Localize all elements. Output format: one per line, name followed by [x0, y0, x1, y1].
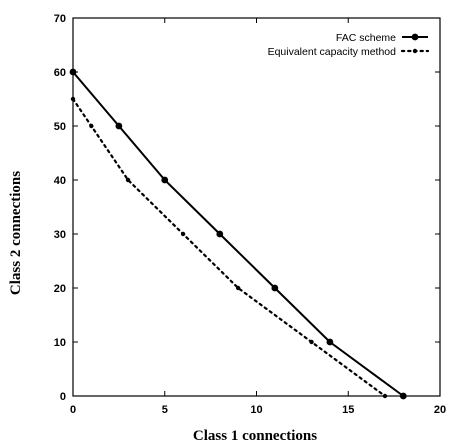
data-point — [161, 176, 169, 184]
y-tick-label: 30 — [54, 229, 66, 241]
legend-marker — [411, 33, 419, 41]
legend: FAC scheme Equivalent capacity method — [268, 32, 430, 58]
data-point — [309, 339, 314, 345]
series-line — [72, 71, 404, 397]
axis-ticks: 0 5 10 15 20 0 10 20 30 40 50 60 70 — [54, 13, 446, 416]
y-tick-label: 40 — [54, 175, 66, 187]
y-tick-label: 20 — [54, 283, 66, 295]
series-fac-scheme — [69, 68, 407, 400]
data-point — [326, 338, 334, 346]
data-point — [399, 392, 407, 400]
x-tick-label: 0 — [70, 404, 76, 416]
x-tick-label: 5 — [162, 404, 168, 416]
legend-marker — [412, 48, 418, 54]
x-tick-label: 15 — [342, 404, 354, 416]
y-tick-label: 50 — [54, 121, 66, 133]
x-tick-label: 20 — [434, 404, 446, 416]
plot-area — [72, 17, 441, 397]
x-tick-label: 10 — [250, 404, 262, 416]
plot-border — [72, 17, 441, 397]
data-point — [125, 177, 131, 183]
series-layer — [69, 68, 407, 400]
series-equivalent-capacity-method — [70, 96, 388, 399]
x-axis-title: Class 1 connections — [193, 428, 317, 444]
y-tick-label: 70 — [54, 13, 66, 25]
data-point — [235, 285, 241, 291]
y-axis-title: Class 2 connections — [8, 171, 24, 295]
data-point — [180, 231, 186, 237]
legend-label: FAC scheme — [336, 32, 396, 44]
data-point — [271, 284, 279, 292]
data-point — [70, 96, 76, 102]
series-line — [71, 97, 387, 398]
data-point — [216, 230, 224, 238]
data-point — [382, 393, 388, 399]
legend-label: Equivalent capacity method — [268, 46, 397, 58]
y-tick-label: 0 — [60, 391, 66, 403]
y-tick-label: 60 — [54, 67, 66, 79]
data-point — [69, 68, 77, 76]
data-point — [115, 122, 123, 130]
y-tick-label: 10 — [54, 337, 66, 349]
data-point — [89, 123, 94, 129]
